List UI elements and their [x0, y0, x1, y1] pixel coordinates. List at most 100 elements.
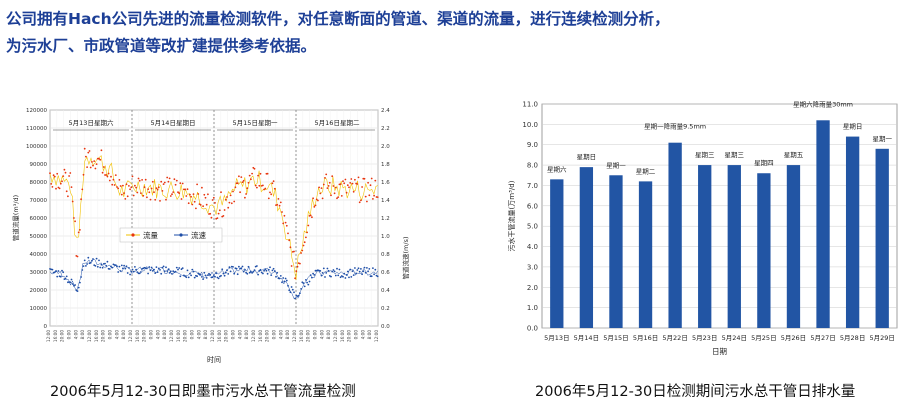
- flow-point: [165, 198, 167, 201]
- x-tick-label: 16:00: [53, 330, 58, 342]
- speed-point: [264, 268, 267, 271]
- flow-point: [368, 194, 371, 197]
- flow-point: [270, 193, 273, 196]
- speed-point: [373, 273, 375, 276]
- speed-point: [136, 271, 139, 273]
- speed-point: [70, 278, 73, 281]
- flow-point: [105, 174, 108, 176]
- speed-point: [157, 267, 160, 270]
- speed-point: [130, 270, 133, 273]
- speed-point: [290, 286, 293, 288]
- speed-point: [155, 266, 158, 268]
- speed-point: [202, 278, 205, 280]
- speed-point: [306, 281, 308, 284]
- flow-point: [99, 158, 102, 161]
- flow-point: [233, 200, 236, 203]
- speed-point: [87, 256, 90, 259]
- flow-point: [185, 195, 188, 197]
- y-tick-label: 120000: [26, 108, 47, 114]
- flow-point: [290, 265, 293, 267]
- speed-point: [291, 288, 294, 291]
- speed-point: [91, 259, 93, 262]
- flow-point: [144, 178, 147, 181]
- day-label: 5月16日星期二: [315, 119, 360, 127]
- speed-point: [100, 263, 103, 266]
- y2-tick-label: 0.8: [381, 252, 390, 258]
- speed-point: [123, 264, 125, 267]
- flow-point: [234, 186, 237, 189]
- flow-point: [315, 198, 318, 201]
- speed-point: [215, 272, 218, 275]
- speed-point: [258, 270, 261, 272]
- flow-point: [227, 206, 230, 209]
- y2-tick-label: 0.6: [381, 270, 390, 276]
- speed-point: [342, 275, 344, 278]
- speed-point: [345, 274, 348, 276]
- flow-point: [203, 193, 206, 196]
- speed-point: [351, 270, 354, 272]
- speed-point: [252, 270, 255, 273]
- speed-point: [86, 263, 88, 265]
- flow-point: [351, 182, 354, 185]
- speed-point: [149, 269, 152, 272]
- flow-point: [189, 193, 191, 196]
- speed-point: [355, 272, 357, 275]
- speed-point: [57, 270, 60, 272]
- speed-point: [181, 267, 184, 269]
- flow-point: [361, 186, 363, 188]
- flow-point: [171, 193, 173, 196]
- flow-point: [81, 188, 84, 191]
- y-tick-label: 0: [44, 324, 48, 330]
- speed-point: [203, 271, 206, 274]
- flow-point: [309, 214, 312, 217]
- flow-point: [263, 188, 265, 191]
- flow-point: [376, 196, 379, 198]
- bar: [875, 148, 889, 328]
- day-label: 5月14日星期日: [151, 119, 196, 127]
- flow-point: [218, 209, 221, 212]
- speed-point: [374, 268, 377, 271]
- flow-point: [254, 184, 257, 187]
- flow-point: [58, 187, 61, 190]
- speed-point: [168, 272, 171, 274]
- speed-point: [233, 272, 236, 275]
- x-tick-label: 4:00: [155, 330, 160, 340]
- speed-point: [278, 277, 281, 280]
- speed-point: [348, 276, 350, 279]
- flow-point: [216, 217, 219, 219]
- y-tick-label: 7.0: [527, 182, 538, 190]
- y-tick-label: 10.0: [522, 121, 538, 129]
- flow-point: [247, 181, 250, 184]
- flow-point: [303, 241, 306, 244]
- flow-point: [289, 246, 292, 249]
- flow-point: [330, 194, 332, 197]
- speed-point: [248, 271, 251, 274]
- x-tick-label: 12:00: [87, 330, 92, 342]
- speed-point: [126, 272, 129, 274]
- speed-point: [251, 272, 254, 274]
- legend-flow-label: 流量: [143, 230, 158, 240]
- daily-discharge-chart: 0.0 1.0 2.0 3.0 4.0 5.0 6.0 7.0 8.0 9.0 10.0 11.0 5月…: [500, 98, 900, 366]
- speed-point: [288, 289, 291, 292]
- speed-point: [363, 266, 366, 269]
- y-tick-label: 10000: [30, 306, 48, 312]
- x-tick-label: 12:00: [128, 330, 133, 342]
- x-tick-label: 5月13日: [544, 334, 569, 342]
- flow-point: [150, 187, 153, 190]
- x-tick-label: 5月22日: [662, 334, 687, 342]
- flow-point: [327, 185, 330, 187]
- x-tick-label: 20:00: [265, 330, 270, 342]
- speed-point: [208, 272, 210, 275]
- flow-point: [89, 166, 92, 169]
- flow-point: [317, 199, 319, 202]
- flow-point: [343, 182, 346, 185]
- x-tick-label: 20:00: [60, 330, 65, 342]
- speed-point: [273, 270, 276, 272]
- flow-point: [334, 186, 337, 189]
- x-tick-label: 16:00: [217, 330, 222, 342]
- y2-tick-label: 1.2: [381, 216, 390, 222]
- speed-point: [247, 265, 250, 268]
- flow-point: [126, 195, 129, 198]
- flow-point: [281, 211, 283, 213]
- flow-point: [166, 176, 169, 179]
